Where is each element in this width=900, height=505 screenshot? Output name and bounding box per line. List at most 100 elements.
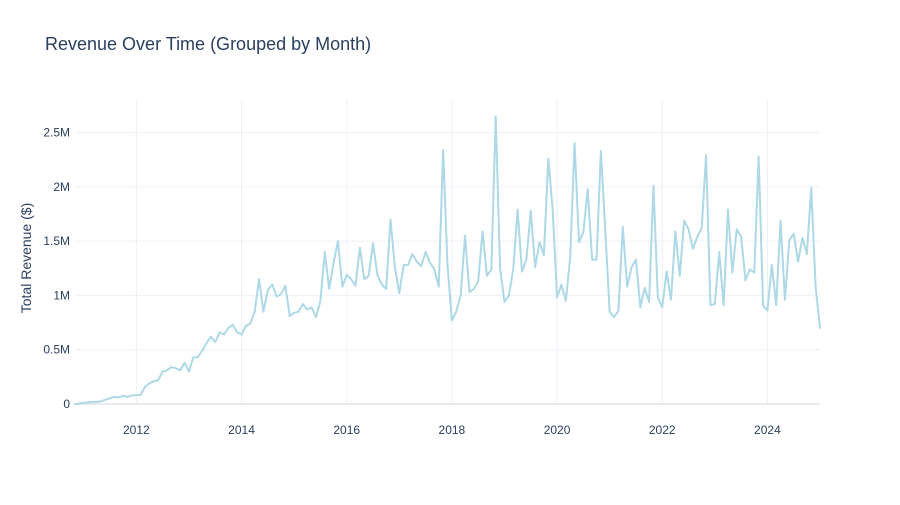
data-point [666, 271, 668, 273]
data-point [657, 297, 659, 299]
data-point [416, 261, 418, 263]
data-point [556, 297, 558, 299]
data-point [411, 253, 413, 255]
data-point [96, 401, 98, 403]
x-axis-ticks: 2012 2014 2016 2018 2020 2022 2024 [123, 423, 781, 437]
data-point [639, 306, 641, 308]
data-point [552, 209, 554, 211]
data-point [600, 150, 602, 152]
y-tick-label: 2.5M [43, 126, 70, 140]
data-point [87, 401, 89, 403]
data-point [473, 288, 475, 290]
data-point [560, 284, 562, 286]
data-point [775, 304, 777, 306]
data-point [582, 231, 584, 233]
data-point [692, 248, 694, 250]
data-point [192, 356, 194, 358]
data-point [609, 311, 611, 313]
data-point [113, 396, 115, 398]
data-point [162, 370, 164, 372]
data-point [350, 278, 352, 280]
data-point [346, 274, 348, 276]
y-axis-ticks: 0 0.5M 1M 1.5M 2M 2.5M [43, 126, 70, 411]
data-point [135, 394, 137, 396]
data-point [337, 240, 339, 242]
data-point [622, 226, 624, 228]
data-point [92, 401, 94, 403]
data-point [688, 228, 690, 230]
data-point [736, 228, 738, 230]
data-point [359, 247, 361, 249]
data-point [596, 259, 598, 261]
data-point [188, 370, 190, 372]
data-point [249, 323, 251, 325]
data-point [801, 237, 803, 239]
data-point [227, 327, 229, 329]
data-point [258, 278, 260, 280]
data-point [131, 394, 133, 396]
data-point [740, 236, 742, 238]
data-point [464, 235, 466, 237]
data-point [745, 279, 747, 281]
data-point [793, 233, 795, 235]
x-tick-label: 2016 [333, 423, 360, 437]
series-line [74, 115, 821, 405]
data-point [319, 300, 321, 302]
data-point [197, 356, 199, 358]
data-point [205, 342, 207, 344]
x-tick-label: 2012 [123, 423, 150, 437]
data-point [376, 274, 378, 276]
data-point [280, 293, 282, 295]
data-point [499, 267, 501, 269]
data-point [591, 259, 593, 261]
data-point [661, 306, 663, 308]
data-point [245, 325, 247, 327]
data-point [521, 271, 523, 273]
data-point [407, 264, 409, 266]
x-tick-label: 2024 [754, 423, 781, 437]
data-point [311, 306, 313, 308]
data-point [714, 303, 716, 305]
data-point [306, 309, 308, 311]
data-point [565, 300, 567, 302]
data-point [254, 311, 256, 313]
data-point [368, 275, 370, 277]
data-point [324, 251, 326, 253]
data-point [788, 239, 790, 241]
data-point [696, 236, 698, 238]
data-point [267, 289, 269, 291]
data-point [626, 286, 628, 288]
data-point [122, 395, 124, 397]
data-point [214, 341, 216, 343]
data-point [315, 316, 317, 318]
data-point [797, 261, 799, 263]
data-point [482, 230, 484, 232]
data-point [170, 366, 172, 368]
data-point [298, 311, 300, 313]
x-tick-label: 2018 [439, 423, 466, 437]
data-point [810, 187, 812, 189]
data-point [363, 278, 365, 280]
data-point [442, 149, 444, 151]
data-point [223, 334, 225, 336]
data-point [766, 310, 768, 312]
data-point [149, 382, 151, 384]
data-point [232, 324, 234, 326]
data-point [508, 294, 510, 296]
data-point [652, 185, 654, 187]
data-point [438, 286, 440, 288]
data-point [447, 264, 449, 266]
data-point [333, 262, 335, 264]
data-point [574, 142, 576, 144]
data-point [604, 229, 606, 231]
data-point [105, 399, 107, 401]
data-point [569, 256, 571, 258]
data-point [372, 242, 374, 244]
y-tick-label: 0 [63, 397, 70, 411]
data-point [74, 403, 76, 405]
data-point [771, 264, 773, 266]
data-point [179, 369, 181, 371]
data-point [613, 316, 615, 318]
data-point [341, 286, 343, 288]
data-point [455, 311, 457, 313]
